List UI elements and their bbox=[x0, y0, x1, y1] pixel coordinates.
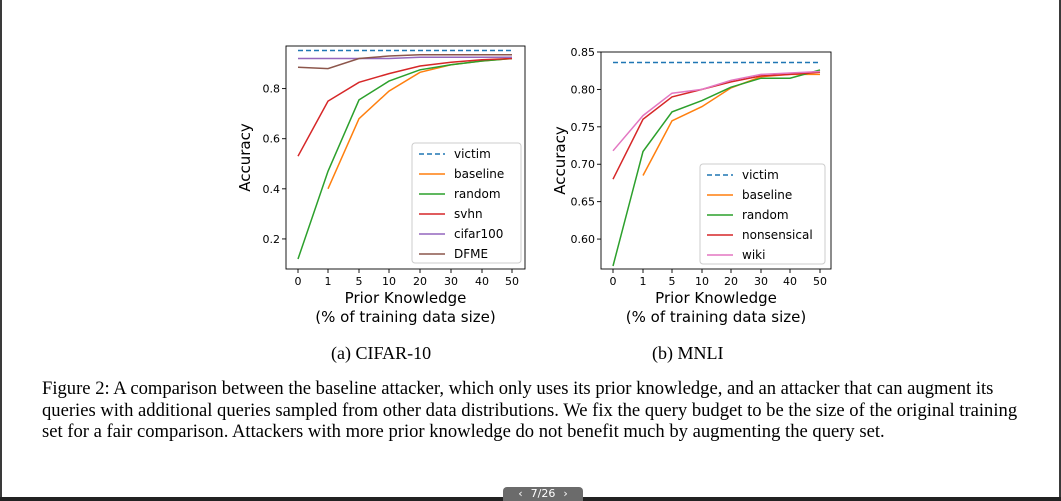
legend-label: svhn bbox=[454, 207, 483, 221]
legend-label: nonsensical bbox=[742, 228, 813, 242]
legend: victim baseline random svhn cifar100 DFME bbox=[411, 142, 522, 264]
chart-mnli: 0.60 0.65 0.70 0.75 0.80 0.85 0 1 5 10 20 30 40 50 Pri… bbox=[551, 46, 832, 326]
x-tick-label: 20 bbox=[724, 275, 738, 288]
x-axis-label: Prior Knowledge bbox=[655, 289, 777, 307]
x-tick-label: 20 bbox=[413, 275, 427, 288]
series-line-cifar100 bbox=[298, 56, 512, 60]
y-tick-label: 0.70 bbox=[571, 158, 596, 171]
legend-label: DFME bbox=[454, 247, 488, 261]
legend-label: random bbox=[742, 208, 789, 222]
subcaption-mnli: (b) MNLI bbox=[652, 343, 724, 363]
viewer-frame-right bbox=[1059, 0, 1061, 501]
page-indicator: 7/26 bbox=[530, 487, 556, 500]
x-axis-label: Prior Knowledge bbox=[345, 289, 467, 307]
legend-label: baseline bbox=[454, 167, 504, 181]
x-tick-label: 10 bbox=[382, 275, 396, 288]
y-tick-label: 0.65 bbox=[571, 196, 596, 209]
page-navigator[interactable]: ‹ 7/26 › bbox=[503, 487, 583, 501]
y-tick-label: 0.60 bbox=[571, 233, 596, 246]
x-tick-label: 30 bbox=[444, 275, 458, 288]
x-axis-sublabel: (% of training data size) bbox=[315, 308, 495, 326]
series-line-wiki bbox=[612, 70, 821, 152]
y-tick-label: 0.85 bbox=[571, 46, 596, 59]
series-line-dfme bbox=[297, 54, 512, 70]
y-tick-label: 0.2 bbox=[263, 233, 281, 246]
legend-label: cifar100 bbox=[454, 227, 503, 241]
legend-box bbox=[411, 142, 522, 264]
y-tick-label: 0.75 bbox=[571, 121, 596, 134]
plot-frame bbox=[600, 51, 832, 270]
plot-frame bbox=[285, 45, 526, 270]
x-tick-label: 50 bbox=[505, 275, 519, 288]
y-axis-label: Accuracy bbox=[236, 123, 254, 192]
x-tick-label: 10 bbox=[695, 275, 709, 288]
x-tick-label: 40 bbox=[475, 275, 489, 288]
y-tick-label: 0.4 bbox=[263, 183, 281, 196]
x-tick-label: 30 bbox=[754, 275, 768, 288]
x-tick-label: 50 bbox=[813, 275, 827, 288]
series-line-baseline bbox=[642, 73, 820, 176]
y-tick-label: 0.80 bbox=[571, 83, 596, 96]
viewer-frame-left bbox=[0, 0, 2, 501]
subcaption-cifar10: (a) CIFAR-10 bbox=[331, 343, 432, 363]
series-line-svhn bbox=[297, 57, 513, 157]
series-line-random bbox=[612, 69, 821, 267]
legend-label: victim bbox=[454, 147, 491, 161]
legend-box bbox=[699, 163, 826, 265]
x-axis-sublabel: (% of training data size) bbox=[626, 308, 806, 326]
y-tick-label: 0.6 bbox=[263, 133, 281, 146]
figure-caption: Figure 2: A comparison between the basel… bbox=[42, 378, 1018, 442]
y-axis-label: Accuracy bbox=[551, 126, 569, 195]
x-tick-label: 40 bbox=[783, 275, 797, 288]
y-tick-label: 0.8 bbox=[263, 83, 281, 96]
x-tick-label: 5 bbox=[356, 275, 363, 288]
legend-label: wiki bbox=[742, 248, 765, 262]
series-line-random bbox=[297, 57, 513, 260]
legend-label: victim bbox=[742, 168, 779, 182]
x-tick-label: 1 bbox=[325, 275, 332, 288]
legend: victim baseline random nonsensical wiki bbox=[699, 163, 826, 265]
series-line-nonsensical bbox=[612, 71, 821, 180]
x-tick-label: 1 bbox=[640, 275, 647, 288]
legend-label: baseline bbox=[742, 188, 792, 202]
prev-page-icon[interactable]: ‹ bbox=[518, 487, 523, 500]
x-tick-label: 0 bbox=[610, 275, 617, 288]
next-page-icon[interactable]: › bbox=[563, 487, 568, 500]
legend-label: random bbox=[454, 187, 501, 201]
x-tick-label: 0 bbox=[295, 275, 302, 288]
x-tick-label: 5 bbox=[669, 275, 676, 288]
chart-cifar10: 0.2 0.4 0.6 0.8 0 1 5 10 20 30 40 50 Prior Knowledge… bbox=[236, 45, 526, 326]
